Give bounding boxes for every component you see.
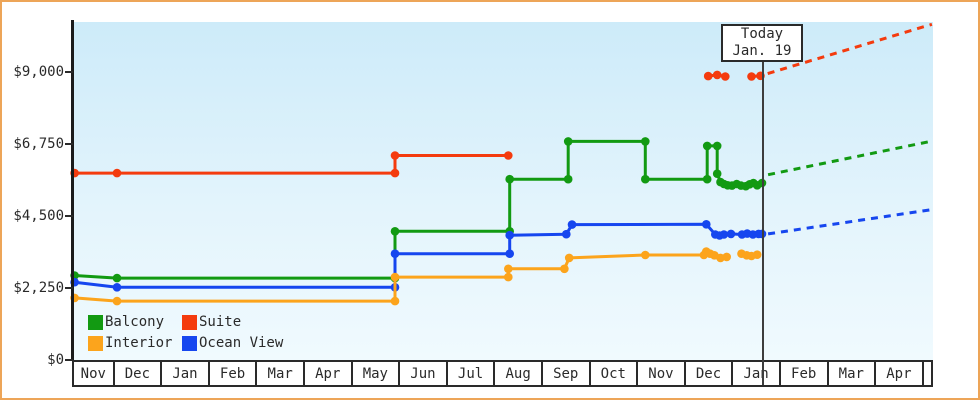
data-point-balcony [505, 174, 514, 184]
x-axis-month-label: Aug [493, 362, 541, 385]
x-axis-month-label: Jun [398, 362, 446, 385]
plot-area [74, 22, 933, 360]
x-axis-month-label: Nov [72, 362, 113, 385]
series-line-suite [73, 154, 510, 175]
legend-label: Balcony [105, 314, 165, 330]
data-point-ocean-view [505, 249, 514, 258]
today-date-label: Jan. 19 [732, 43, 792, 59]
y-axis-label: $0 [47, 352, 64, 369]
data-point-interior [504, 264, 513, 274]
data-point-ocean-view [719, 230, 729, 239]
today-annotation-box: Today Jan. 19 [721, 24, 803, 62]
legend-swatch-ocean-view [182, 335, 197, 351]
y-axis-tick [65, 359, 73, 362]
x-axis-month-label: Feb [778, 362, 827, 385]
x-axis-month-band: Nov Dec Jan Feb Mar Apr May Jun Jul Aug Sep Oct Nov D… [72, 360, 933, 387]
data-point-suite [390, 168, 400, 178]
x-axis-blank-cell [921, 362, 931, 385]
data-point-balcony [712, 141, 722, 151]
data-point-suite [721, 72, 730, 81]
series-line-balcony [73, 139, 764, 280]
y-axis-tick [65, 143, 73, 146]
data-point-suite [703, 71, 713, 81]
data-point-ocean-view [112, 283, 122, 292]
x-axis-month-label: Feb [207, 362, 256, 385]
today-label: Today [740, 26, 784, 42]
data-point-balcony [712, 169, 722, 178]
data-point-interior [504, 272, 513, 282]
projection-line-balcony [767, 139, 933, 177]
today-marker-line [762, 60, 764, 385]
x-axis-month-label: May [350, 362, 399, 385]
x-axis-month-label: Apr [874, 362, 922, 385]
chart-legend: Balcony Suite Interior Ocean View [88, 314, 283, 351]
legend-item-balcony: Balcony [88, 314, 182, 330]
projection-line-ocean-view [767, 208, 933, 236]
data-point-interior [560, 264, 569, 274]
data-point-ocean-view [726, 229, 736, 239]
data-point-balcony [563, 137, 573, 146]
x-axis-month-label: Dec [112, 362, 161, 385]
data-point-suite [504, 151, 513, 160]
y-axis-label: $9,000 [13, 64, 64, 81]
x-axis-month-label: Jan [160, 362, 208, 385]
legend-label: Suite [199, 314, 242, 330]
data-point-suite [712, 70, 722, 80]
data-point-interior [564, 253, 574, 263]
data-point-interior [752, 250, 762, 259]
data-point-ocean-view [505, 230, 514, 240]
data-point-interior [641, 250, 650, 260]
x-axis-month-label: Oct [588, 362, 637, 385]
legend-label: Interior [105, 335, 173, 351]
x-axis-month-label: Jul [445, 362, 494, 385]
data-point-suite [112, 168, 122, 178]
data-point-interior [390, 296, 400, 306]
data-point-suite [390, 151, 400, 160]
y-axis-label: $2,250 [13, 280, 64, 297]
y-axis-tick [65, 215, 73, 218]
data-point-interior [112, 296, 122, 306]
projection-line-suite [767, 22, 933, 76]
x-axis-month-label: Apr [302, 362, 351, 385]
x-axis-month-label: Mar [826, 362, 875, 385]
data-point-interior [390, 272, 400, 282]
y-axis-tick [65, 287, 73, 290]
x-axis-month-label: Nov [636, 362, 684, 385]
legend-item-ocean-view: Ocean View [182, 335, 283, 351]
x-axis-month-label: Dec [683, 362, 732, 385]
legend-item-interior: Interior [88, 335, 182, 351]
data-point-balcony [641, 137, 650, 146]
x-axis-month-label: Mar [255, 362, 303, 385]
y-axis-tick [65, 71, 73, 74]
y-axis-label: $6,750 [13, 136, 64, 153]
data-point-ocean-view [562, 229, 571, 239]
data-point-balcony [112, 273, 122, 283]
x-axis-month-label: Jan [731, 362, 779, 385]
legend-item-suite: Suite [182, 314, 283, 330]
data-point-ocean-view [702, 220, 711, 229]
data-point-balcony [702, 174, 712, 184]
legend-swatch-interior [88, 335, 103, 351]
data-point-balcony [702, 141, 712, 151]
legend-swatch-balcony [88, 314, 103, 330]
data-point-balcony [641, 174, 650, 184]
data-point-ocean-view [390, 249, 400, 258]
data-point-ocean-view [567, 220, 577, 229]
series-line-interior [73, 250, 729, 303]
data-point-interior [722, 252, 731, 262]
legend-label: Ocean View [199, 335, 284, 351]
chart-series-canvas [70, 22, 933, 306]
legend-swatch-suite [182, 314, 197, 330]
x-axis-month-label: Sep [540, 362, 589, 385]
y-axis-label: $4,500 [13, 208, 64, 225]
data-point-suite [747, 72, 756, 81]
data-point-balcony [390, 227, 400, 236]
y-axis-line [71, 20, 74, 361]
data-point-balcony [563, 174, 573, 184]
